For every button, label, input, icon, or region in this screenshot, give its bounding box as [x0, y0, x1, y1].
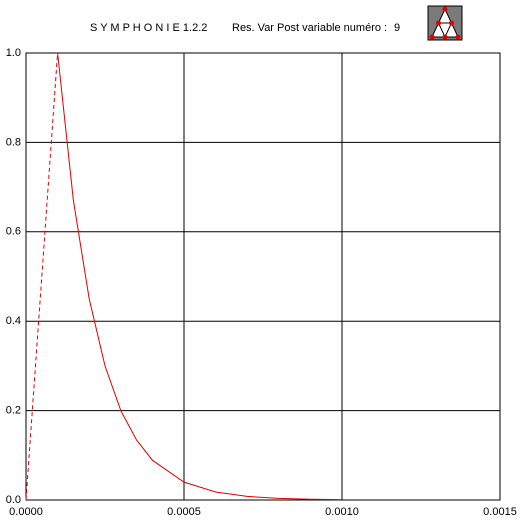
y-tick-label: 0.8 — [6, 136, 21, 148]
y-tick-label: 0.2 — [6, 405, 21, 417]
chart-subtitle: Res. Var Post variable numéro : — [232, 22, 387, 34]
x-tick-label: 0.0005 — [167, 506, 201, 518]
y-tick-label: 0.6 — [6, 226, 21, 238]
x-tick-label: 0.0000 — [9, 506, 43, 518]
logo — [427, 5, 463, 41]
x-tick-label: 0.0015 — [483, 506, 517, 518]
x-tick-label: 0.0010 — [325, 506, 359, 518]
y-tick-label: 0.4 — [6, 315, 21, 327]
y-tick-label: 0.0 — [6, 494, 21, 506]
plot-frame — [25, 52, 501, 501]
variable-number: 9 — [394, 22, 400, 34]
y-tick-label: 1.0 — [6, 47, 21, 59]
data-line — [25, 52, 59, 501]
data-line — [57, 52, 343, 501]
chart-title: S Y M P H O N I E 1.2.2 — [90, 22, 207, 34]
